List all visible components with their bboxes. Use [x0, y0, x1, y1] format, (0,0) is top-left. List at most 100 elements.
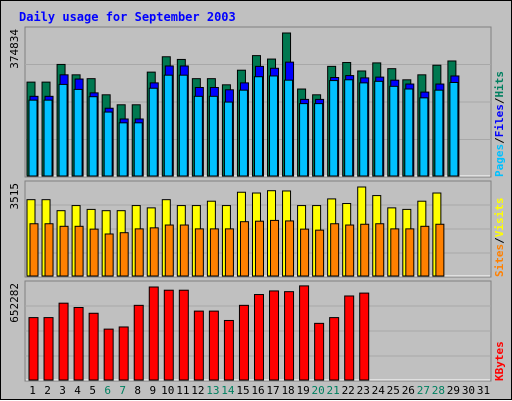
x-tick-label: 16 — [251, 384, 264, 397]
bar-sites-day-8 — [134, 228, 144, 277]
x-tick-label: 21 — [327, 384, 340, 397]
bar-pages-day-19 — [299, 103, 309, 177]
x-tick-label: 29 — [447, 384, 460, 397]
bar-sites-day-23 — [360, 223, 370, 277]
bar-pages-day-17 — [269, 75, 279, 177]
series-sites — [29, 219, 445, 277]
bar-sites-day-3 — [59, 225, 69, 277]
bar-sites-day-13 — [209, 228, 219, 277]
panel-visits-sites: 3515 Sites/Visits — [8, 180, 506, 278]
bar-pages-day-13 — [208, 95, 218, 177]
bar-kbytes-day-3 — [58, 302, 69, 381]
x-tick-label: 14 — [221, 384, 235, 397]
legend-label-visits: Visits — [493, 198, 506, 238]
bar-kbytes-day-23 — [359, 292, 370, 381]
bar-pages-day-4 — [73, 88, 83, 177]
bar-sites-day-12 — [194, 228, 204, 277]
x-tick-label: 6 — [104, 384, 111, 397]
bar-kbytes-day-5 — [88, 312, 99, 381]
x-tick-label: 4 — [74, 384, 81, 397]
x-tick-label: 11 — [176, 384, 189, 397]
x-tick-label: 26 — [402, 384, 415, 397]
right-legend: KBytes — [493, 341, 506, 381]
bar-pages-day-28 — [434, 89, 444, 177]
x-tick-label: 3 — [59, 384, 66, 397]
bar-kbytes-day-19 — [299, 285, 310, 381]
bar-pages-day-14 — [223, 101, 233, 177]
bar-sites-day-9 — [149, 227, 159, 277]
bar-pages-day-6 — [103, 111, 113, 177]
bar-sites-day-2 — [44, 223, 54, 277]
x-tick-label: 1 — [29, 384, 36, 397]
bar-pages-day-21 — [329, 80, 339, 177]
right-legend: Pages/Files/Hits — [493, 71, 506, 177]
right-legend: Sites/Visits — [493, 198, 506, 278]
bar-kbytes-day-14 — [223, 319, 234, 381]
bar-kbytes-day-20 — [314, 322, 325, 381]
x-tick-label: 9 — [149, 384, 156, 397]
bar-pages-day-20 — [314, 103, 324, 177]
x-tick-label: 24 — [372, 384, 386, 397]
bar-sites-day-27 — [420, 225, 430, 277]
bar-pages-day-24 — [374, 80, 384, 177]
x-tick-label: 20 — [312, 384, 325, 397]
bar-pages-day-12 — [193, 95, 203, 177]
bar-sites-day-1 — [29, 223, 39, 277]
bar-pages-day-22 — [344, 79, 354, 177]
bar-sites-day-25 — [390, 228, 400, 277]
bar-pages-day-26 — [404, 88, 414, 177]
bar-sites-day-20 — [315, 229, 325, 277]
legend-label-pages: Pages — [493, 144, 506, 177]
y-max-label: 652282 — [8, 283, 21, 323]
bar-kbytes-day-7 — [118, 326, 129, 381]
bar-kbytes-day-15 — [238, 304, 249, 381]
x-tick-label: 15 — [236, 384, 249, 397]
bar-kbytes-day-2 — [43, 317, 54, 381]
bar-kbytes-day-22 — [344, 295, 355, 381]
chart-title: Daily usage for September 2003 — [19, 10, 236, 24]
bar-pages-day-23 — [359, 82, 369, 177]
bar-kbytes-day-4 — [73, 307, 84, 381]
x-tick-label: 23 — [357, 384, 370, 397]
bar-pages-day-18 — [284, 79, 294, 177]
bar-kbytes-day-18 — [284, 291, 295, 381]
bar-kbytes-day-8 — [133, 304, 144, 381]
x-tick-label: 31 — [477, 384, 490, 397]
bar-pages-day-16 — [253, 76, 263, 177]
x-tick-label: 28 — [432, 384, 445, 397]
bar-sites-day-14 — [224, 228, 234, 277]
bar-pages-day-3 — [58, 83, 68, 177]
x-tick-label: 5 — [89, 384, 96, 397]
x-tick-label: 2 — [44, 384, 51, 397]
x-tick-label: 27 — [417, 384, 430, 397]
bar-sites-day-10 — [164, 224, 174, 277]
x-tick-label: 13 — [206, 384, 219, 397]
bar-sites-day-22 — [345, 224, 355, 277]
bar-kbytes-day-13 — [208, 310, 219, 381]
bar-sites-day-5 — [89, 228, 99, 277]
bar-kbytes-day-11 — [178, 289, 189, 381]
bar-sites-day-24 — [375, 223, 385, 277]
bar-pages-day-8 — [133, 122, 143, 177]
bar-pages-day-27 — [419, 97, 429, 177]
bar-kbytes-day-16 — [253, 294, 264, 381]
y-max-label: 374834 — [8, 29, 21, 69]
bar-kbytes-day-21 — [329, 317, 340, 381]
bar-pages-day-9 — [148, 87, 158, 177]
bar-sites-day-18 — [285, 220, 295, 277]
bar-pages-day-5 — [88, 96, 98, 177]
bar-sites-day-17 — [270, 219, 280, 277]
bar-pages-day-10 — [163, 74, 173, 177]
x-tick-label: 10 — [161, 384, 174, 397]
x-tick-label: 17 — [266, 384, 279, 397]
bar-sites-day-26 — [405, 228, 415, 277]
bar-kbytes-day-9 — [148, 286, 159, 381]
bar-sites-day-16 — [254, 220, 264, 277]
bar-pages-day-2 — [43, 99, 53, 177]
x-tick-label: 12 — [191, 384, 204, 397]
x-tick-label: 22 — [342, 384, 355, 397]
bar-pages-day-25 — [389, 85, 399, 177]
series-kbytes — [28, 285, 370, 381]
